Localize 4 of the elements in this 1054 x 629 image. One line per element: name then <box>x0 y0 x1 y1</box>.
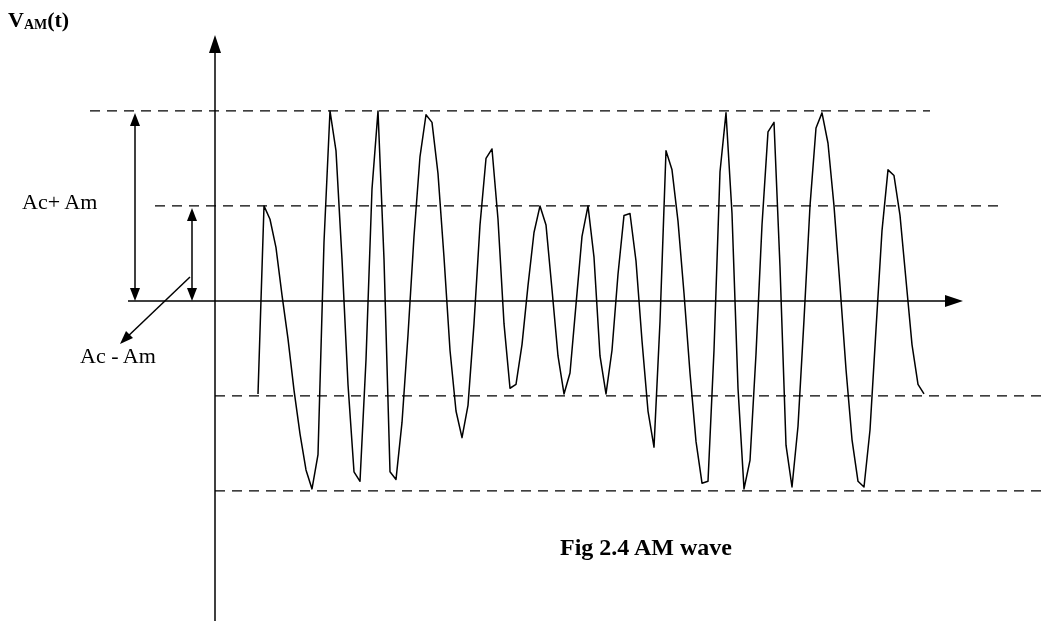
text: Fig 2.4 AM wave <box>560 534 733 560</box>
text: Ac+ Am <box>22 188 98 214</box>
text: VAM(t) <box>8 6 70 32</box>
text: Ac - Am <box>80 342 156 368</box>
